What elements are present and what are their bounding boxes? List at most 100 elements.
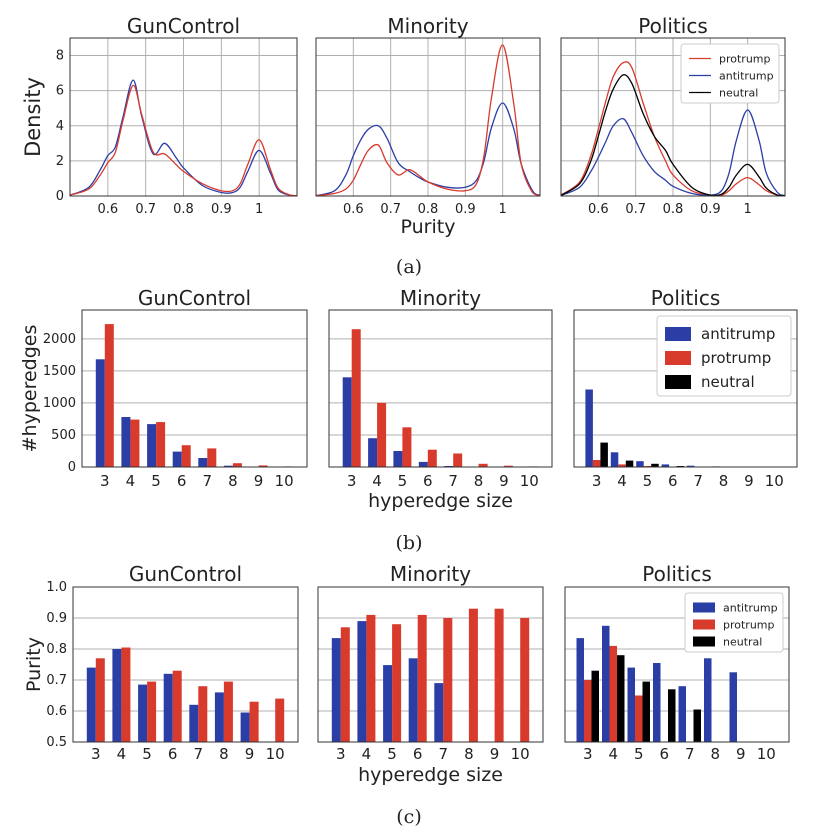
y-tick-label: 4 [56, 119, 64, 134]
y-tick-label: 0 [56, 189, 64, 204]
panel-minority: Minority 0.6 0.7 0.8 0.9 1 [315, 14, 541, 217]
plot-frame [560, 37, 786, 197]
x-tick-label: 10 [520, 472, 539, 490]
x-tick-label: 8 [710, 745, 720, 763]
legend-label-antitrump: antitrump [719, 70, 774, 83]
panel-title: Politics [638, 14, 708, 38]
x-tick-label: 0.9 [455, 202, 476, 217]
panel-minority: Minority 3 4 5 6 7 8 9 10 [328, 286, 553, 490]
bar-antitrump-size-6 [418, 461, 428, 467]
x-tick-label: 5 [151, 472, 161, 490]
legend-swatch-antitrump [665, 327, 691, 341]
bar-antitrump-size-6 [408, 658, 418, 742]
legend-swatch-antitrump [693, 602, 715, 613]
y-tick-label: 0.9 [46, 611, 67, 626]
x-tick-label: 3 [336, 745, 346, 763]
bar-protrump-size-9 [503, 465, 513, 467]
bar-antitrump-size-3 [585, 389, 593, 467]
panel-politics: Politics 3 4 5 6 7 8 9 10 antitrump protrump neutra… [564, 562, 790, 763]
bar-antitrump-size-4 [610, 452, 619, 467]
bar-neutral-size-7 [693, 709, 701, 742]
bar-protrump-size-5 [147, 681, 157, 742]
y-tick-label: 1500 [43, 364, 76, 379]
x-tick-label: 4 [372, 472, 382, 490]
bar-protrump-size-5 [635, 695, 643, 742]
x-tick-label: 6 [168, 745, 178, 763]
bar-antitrump-size-8 [704, 658, 712, 742]
x-tick-label: 3 [583, 745, 593, 763]
x-tick-label: 0.8 [173, 202, 194, 217]
legend: protrump antitrump neutral [680, 43, 780, 104]
legend-swatch-protrump [693, 619, 715, 630]
panel-title: GunControl [129, 562, 242, 586]
x-tick-label: 0.9 [211, 202, 232, 217]
panel-politics: Politics 3 4 5 6 7 8 9 10 antitrump protrump neutra… [573, 286, 798, 490]
x-tick-label: 8 [228, 472, 238, 490]
panel-title: GunControl [138, 286, 251, 310]
panel-title: Minority [400, 286, 481, 310]
x-tick-label: 6 [413, 745, 423, 763]
bar-antitrump-size-6 [163, 673, 173, 742]
x-tick-label: 4 [617, 472, 627, 490]
x-tick-label: 3 [100, 472, 110, 490]
bar-protrump-size-5 [402, 427, 412, 467]
bar-antitrump-size-7 [678, 686, 686, 742]
x-tick-label: 6 [177, 472, 187, 490]
bar-antitrump-size-3 [576, 638, 584, 742]
x-tick-label: 5 [387, 745, 397, 763]
bar-neutral-size-3 [600, 442, 608, 467]
legend-label-protrump: protrump [701, 349, 771, 367]
x-tick-label: 9 [744, 472, 754, 490]
bar-protrump-size-3 [340, 627, 350, 742]
x-tick-label: 0.7 [380, 202, 401, 217]
bar-protrump-size-6 [427, 449, 437, 467]
bar-neutral-size-6 [668, 689, 676, 742]
bar-protrump-size-9 [258, 465, 268, 467]
bar-protrump-size-7 [453, 453, 463, 467]
x-tick-label: 9 [245, 745, 255, 763]
panel-guncontrol: GunControl 0 500 1000 1500 2000 3 4 5 6 7 8 9 10 [43, 286, 308, 490]
y-tick-label: 500 [51, 428, 76, 443]
series-line-protrump [69, 84, 298, 197]
bar-neutral-size-5 [651, 463, 659, 467]
bar-antitrump-size-4 [121, 417, 131, 467]
bar-antitrump-size-8 [214, 692, 224, 742]
bar-protrump-size-7 [198, 686, 208, 742]
plot-frame [81, 309, 308, 468]
legend: antitrump protrump neutral [684, 592, 784, 653]
legend-label-protrump: protrump [723, 619, 775, 632]
x-tick-label: 0.6 [343, 202, 364, 217]
caption-b: (b) [396, 532, 423, 554]
bar-protrump-size-8 [468, 608, 478, 742]
bar-protrump-size-3 [351, 329, 361, 467]
x-tick-label: 8 [719, 472, 729, 490]
x-axis-label: hyperedge size [358, 764, 503, 786]
legend-label-neutral: neutral [723, 636, 762, 649]
plot-frame [72, 586, 299, 743]
x-axis-label: Purity [401, 216, 456, 238]
y-tick-label: 0.6 [46, 704, 67, 719]
x-tick-label: 4 [126, 472, 136, 490]
bar-antitrump-size-7 [686, 465, 695, 467]
bar-antitrump-size-7 [189, 704, 199, 742]
bar-protrump-size-6 [181, 445, 191, 467]
bar-protrump-size-4 [609, 645, 617, 742]
bar-protrump-size-8 [478, 463, 488, 467]
bar-antitrump-size-6 [661, 464, 670, 467]
bar-antitrump-size-7 [434, 683, 444, 742]
plot-frame [328, 309, 553, 468]
x-tick-label: 3 [347, 472, 357, 490]
bar-antitrump-size-5 [636, 461, 644, 467]
series-line-antitrump [315, 102, 541, 197]
series-line-neutral [560, 74, 786, 197]
x-tick-label: 7 [448, 472, 458, 490]
plot-frame [315, 37, 541, 197]
bar-antitrump-size-5 [138, 684, 148, 742]
legend-swatch-neutral [693, 636, 715, 647]
x-tick-label: 0.6 [588, 202, 609, 217]
x-tick-label: 0.9 [700, 202, 721, 217]
y-tick-label: 2000 [43, 332, 76, 347]
x-tick-label: 8 [219, 745, 229, 763]
bar-antitrump-size-4 [357, 621, 367, 742]
legend-label-antitrump: antitrump [701, 325, 775, 343]
